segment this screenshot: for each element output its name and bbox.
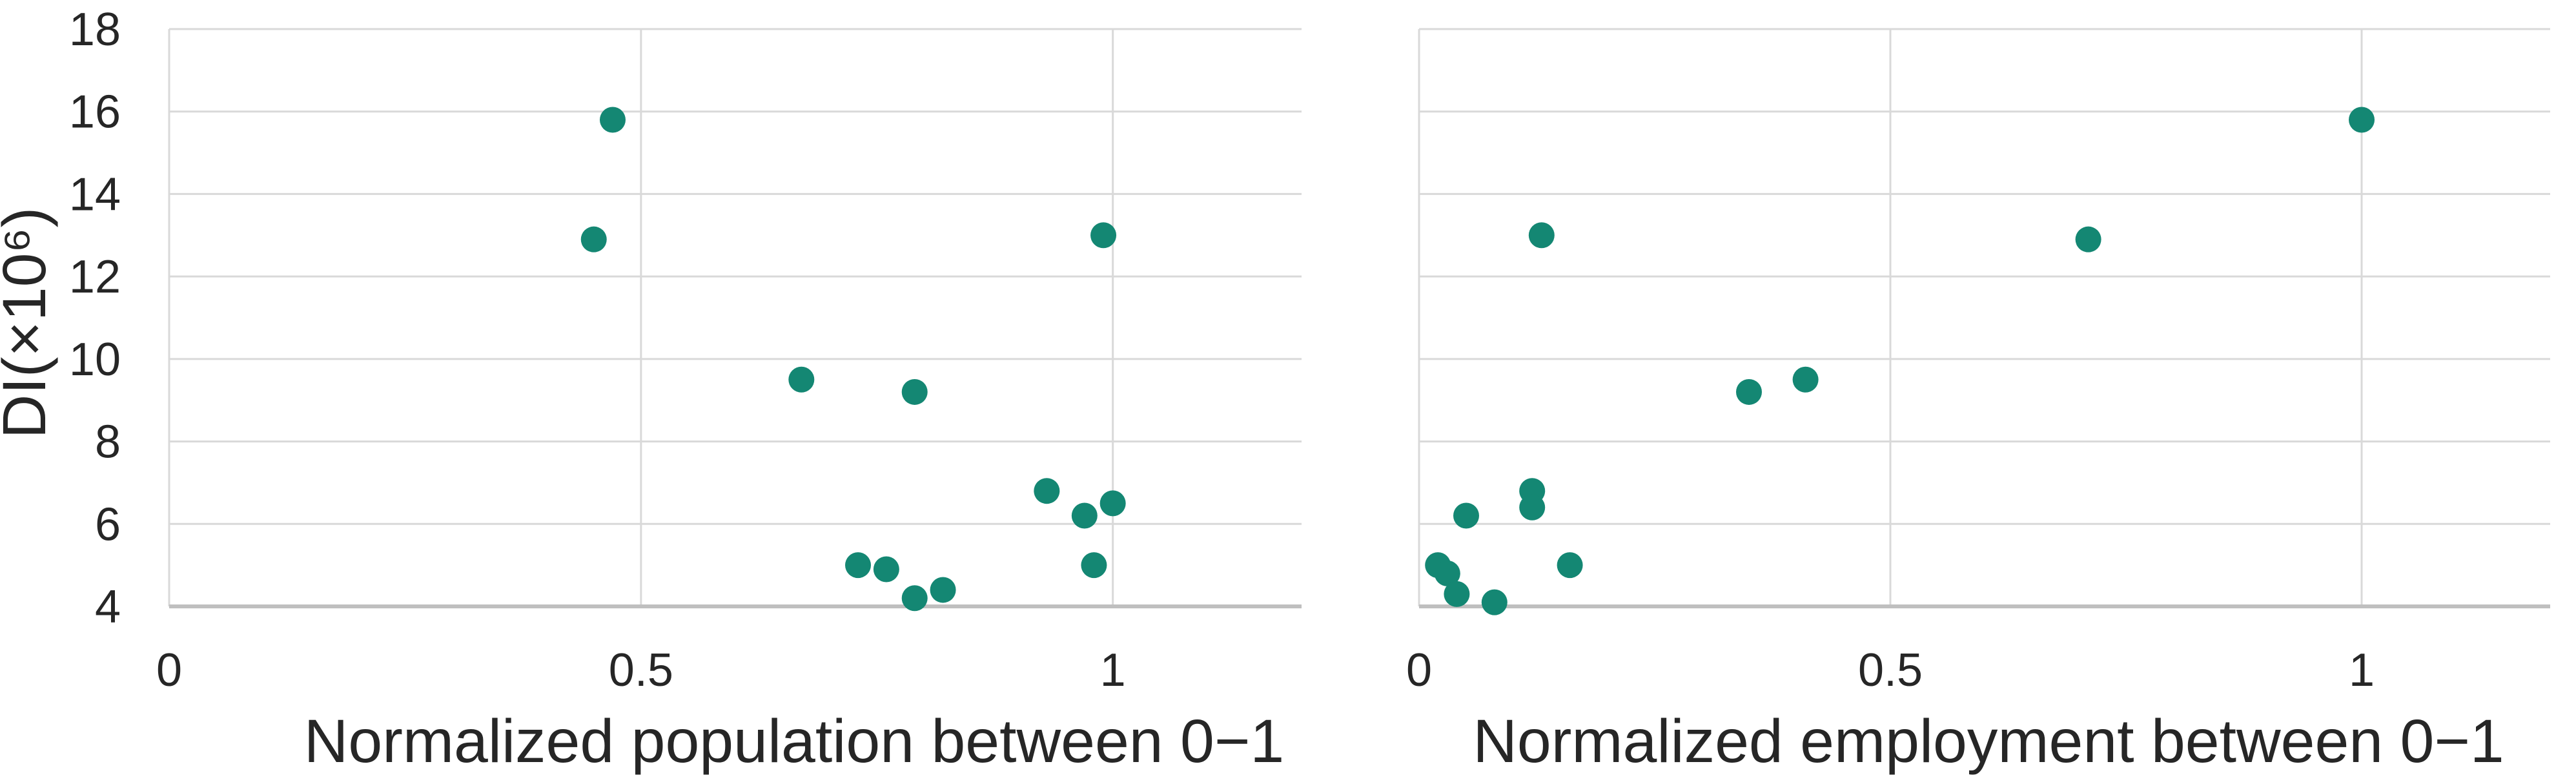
- data-point: [1099, 490, 1126, 517]
- data-point: [1481, 589, 1508, 615]
- x-tick-label: 0: [156, 645, 182, 696]
- data-point: [1090, 222, 1117, 249]
- data-point: [1434, 560, 1460, 586]
- x-tick-label: 0.5: [1858, 645, 1923, 696]
- data-point: [930, 577, 956, 603]
- x-tick-label: 1: [1100, 645, 1126, 696]
- y-axis-title: DI(×10⁶): [0, 207, 59, 439]
- data-point: [873, 556, 899, 583]
- y-tick-label: 8: [95, 417, 121, 468]
- data-point: [1071, 502, 1098, 529]
- y-tick-label: 6: [95, 499, 121, 550]
- data-point: [1519, 494, 1546, 521]
- data-point: [845, 552, 872, 579]
- data-point: [2349, 107, 2375, 133]
- data-point: [2075, 226, 2101, 253]
- data-point: [901, 378, 928, 405]
- y-tick-label: 14: [69, 169, 121, 220]
- x-tick-label: 0.5: [609, 645, 673, 696]
- data-point: [1528, 222, 1555, 249]
- y-tick-label: 16: [69, 87, 121, 138]
- x-axis-title: Normalized population between 0−1: [304, 707, 1284, 776]
- data-point: [788, 366, 815, 393]
- x-tick-label: 1: [2349, 645, 2375, 696]
- data-point: [580, 226, 607, 253]
- data-point: [1081, 552, 1107, 579]
- y-tick-label: 12: [69, 251, 121, 303]
- y-tick-label: 18: [69, 4, 121, 56]
- data-point: [1557, 552, 1583, 579]
- data-point: [901, 585, 928, 612]
- x-axis-title: Normalized employment between 0−1: [1473, 707, 2504, 776]
- data-point: [1736, 378, 1762, 405]
- data-point: [1453, 502, 1479, 529]
- data-point: [599, 107, 626, 133]
- data-point: [1444, 581, 1470, 607]
- data-point: [1792, 366, 1819, 393]
- data-point: [1034, 478, 1060, 504]
- y-tick-label: 10: [69, 334, 121, 386]
- y-tick-label: 4: [95, 581, 121, 633]
- x-tick-label: 0: [1406, 645, 1432, 696]
